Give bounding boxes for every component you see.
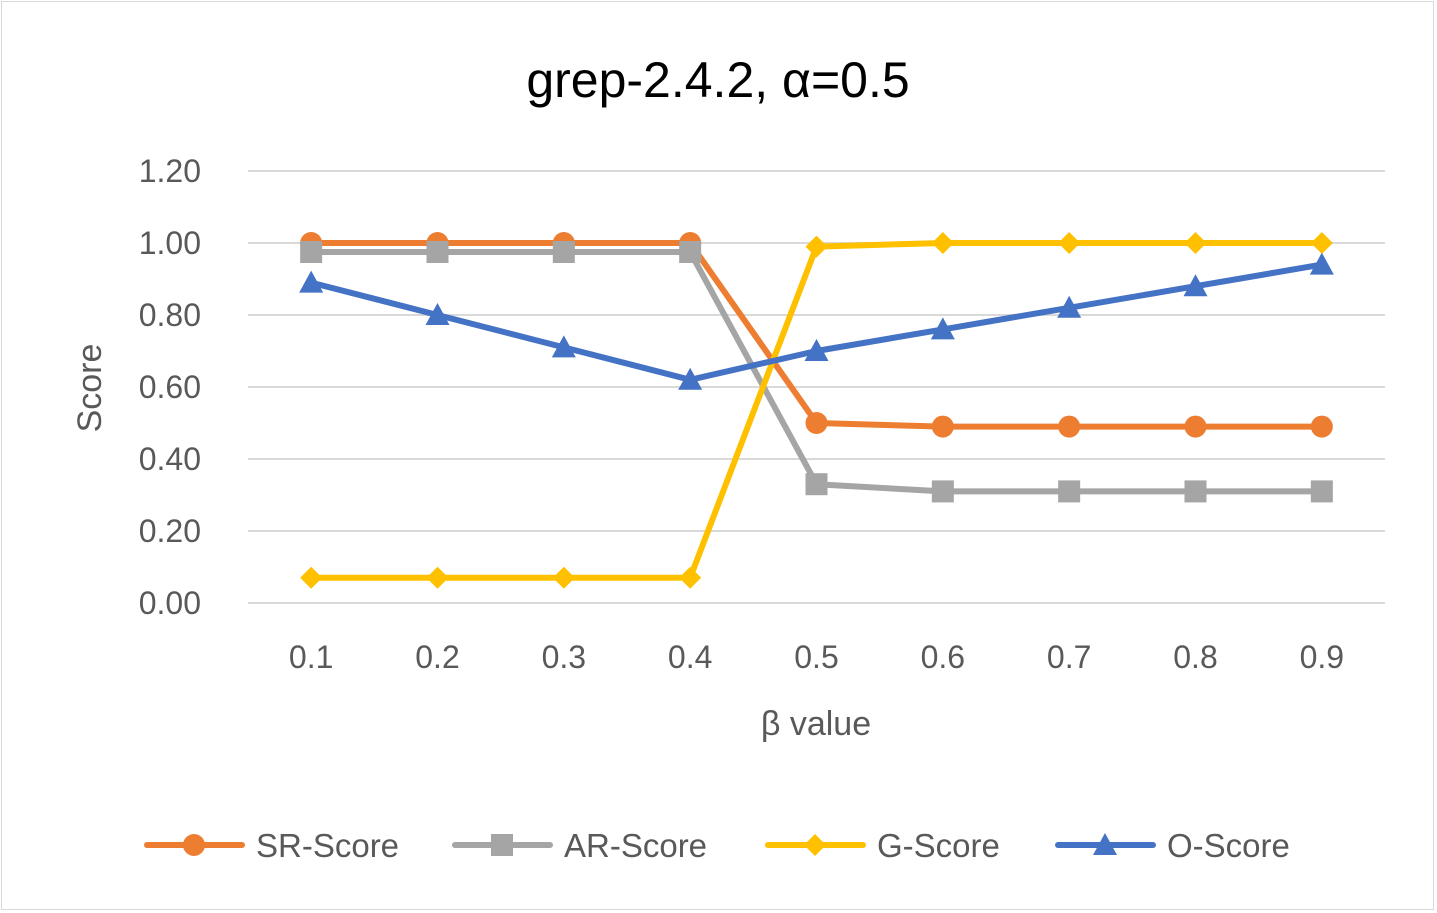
data-point-ar-score (805, 473, 828, 496)
legend-swatch-marker (1093, 833, 1117, 855)
legend-label: O-Score (1167, 827, 1290, 864)
y-tick-label: 1.20 (139, 153, 201, 189)
x-tick-label: 0.7 (1047, 639, 1091, 675)
x-tick-label: 0.5 (794, 639, 838, 675)
y-tick-label: 0.40 (139, 441, 201, 477)
legend-item-g-score: G-Score (765, 827, 1000, 864)
legend-item-o-score: O-Score (1055, 827, 1290, 864)
data-point-o-score (551, 335, 576, 358)
data-point-o-score (1309, 252, 1334, 275)
legend: SR-Score AR-Score G-Score O-Score (144, 827, 1290, 864)
series-sr-score (300, 232, 1333, 438)
x-tick-label: 0.8 (1173, 639, 1217, 675)
legend-swatch-marker (183, 834, 205, 856)
data-point-o-score (425, 303, 450, 325)
series-ar-score (300, 241, 1333, 503)
data-point-g-score (300, 566, 323, 589)
y-tick-label: 1.00 (139, 225, 201, 261)
y-tick-label: 0.80 (139, 297, 201, 333)
data-point-o-score (1183, 274, 1208, 297)
data-point-ar-score (931, 480, 954, 503)
x-tick-label: 0.9 (1300, 639, 1344, 675)
y-tick-label: 0.00 (139, 585, 201, 621)
series-line-sr-score (308, 240, 1325, 430)
data-point-ar-score (300, 241, 323, 263)
data-point-g-score (1058, 232, 1081, 254)
data-point-sr-score (1184, 415, 1207, 438)
x-tick-label: 0.2 (415, 639, 459, 675)
data-point-o-score (299, 270, 324, 293)
data-point-o-score (804, 339, 829, 361)
data-point-sr-score (1310, 415, 1333, 438)
legend-label: G-Score (877, 827, 1000, 864)
x-axis-title: β value (761, 705, 871, 743)
data-point-sr-score (805, 412, 828, 434)
data-point-g-score (679, 566, 702, 589)
chart-title: grep-2.4.2, α=0.5 (526, 52, 909, 108)
data-point-ar-score (552, 241, 575, 263)
series-o-score (299, 252, 1334, 390)
data-point-g-score (931, 232, 954, 254)
data-point-g-score (805, 235, 828, 258)
data-point-ar-score (1184, 480, 1207, 503)
data-point-o-score (1057, 295, 1082, 318)
data-point-ar-score (1310, 480, 1333, 503)
data-point-sr-score (931, 415, 954, 438)
x-tick-label: 0.4 (668, 639, 712, 675)
legend-label: AR-Score (564, 827, 707, 864)
x-axis-ticks: 0.1 0.2 0.3 0.4 0.5 0.6 0.7 0.8 0.9 (289, 639, 1344, 675)
x-tick-label: 0.3 (542, 639, 586, 675)
data-point-g-score (552, 566, 575, 589)
legend-item-ar-score: AR-Score (452, 827, 707, 864)
y-tick-label: 0.60 (139, 369, 201, 405)
y-tick-label: 0.20 (139, 513, 201, 549)
series-layer (299, 232, 1334, 589)
y-axis-ticks: 0.00 0.20 0.40 0.60 0.80 1.00 1.20 (139, 153, 201, 621)
series-g-score (300, 232, 1333, 589)
y-axis-title: Score (71, 344, 109, 433)
data-point-o-score (930, 317, 955, 340)
data-point-g-score (1184, 232, 1207, 254)
data-point-ar-score (1058, 480, 1081, 503)
legend-item-sr-score: SR-Score (144, 827, 399, 864)
series-line-o-score (308, 261, 1325, 383)
data-point-sr-score (1058, 415, 1081, 438)
data-point-g-score (1310, 232, 1333, 254)
x-tick-label: 0.6 (921, 639, 965, 675)
legend-swatch-marker (804, 834, 826, 856)
data-point-g-score (426, 566, 449, 589)
x-tick-label: 0.1 (289, 639, 333, 675)
data-point-ar-score (679, 241, 702, 263)
data-point-o-score (678, 367, 703, 390)
data-point-ar-score (426, 241, 449, 263)
legend-swatch-marker (491, 834, 513, 856)
legend-label: SR-Score (256, 827, 399, 864)
